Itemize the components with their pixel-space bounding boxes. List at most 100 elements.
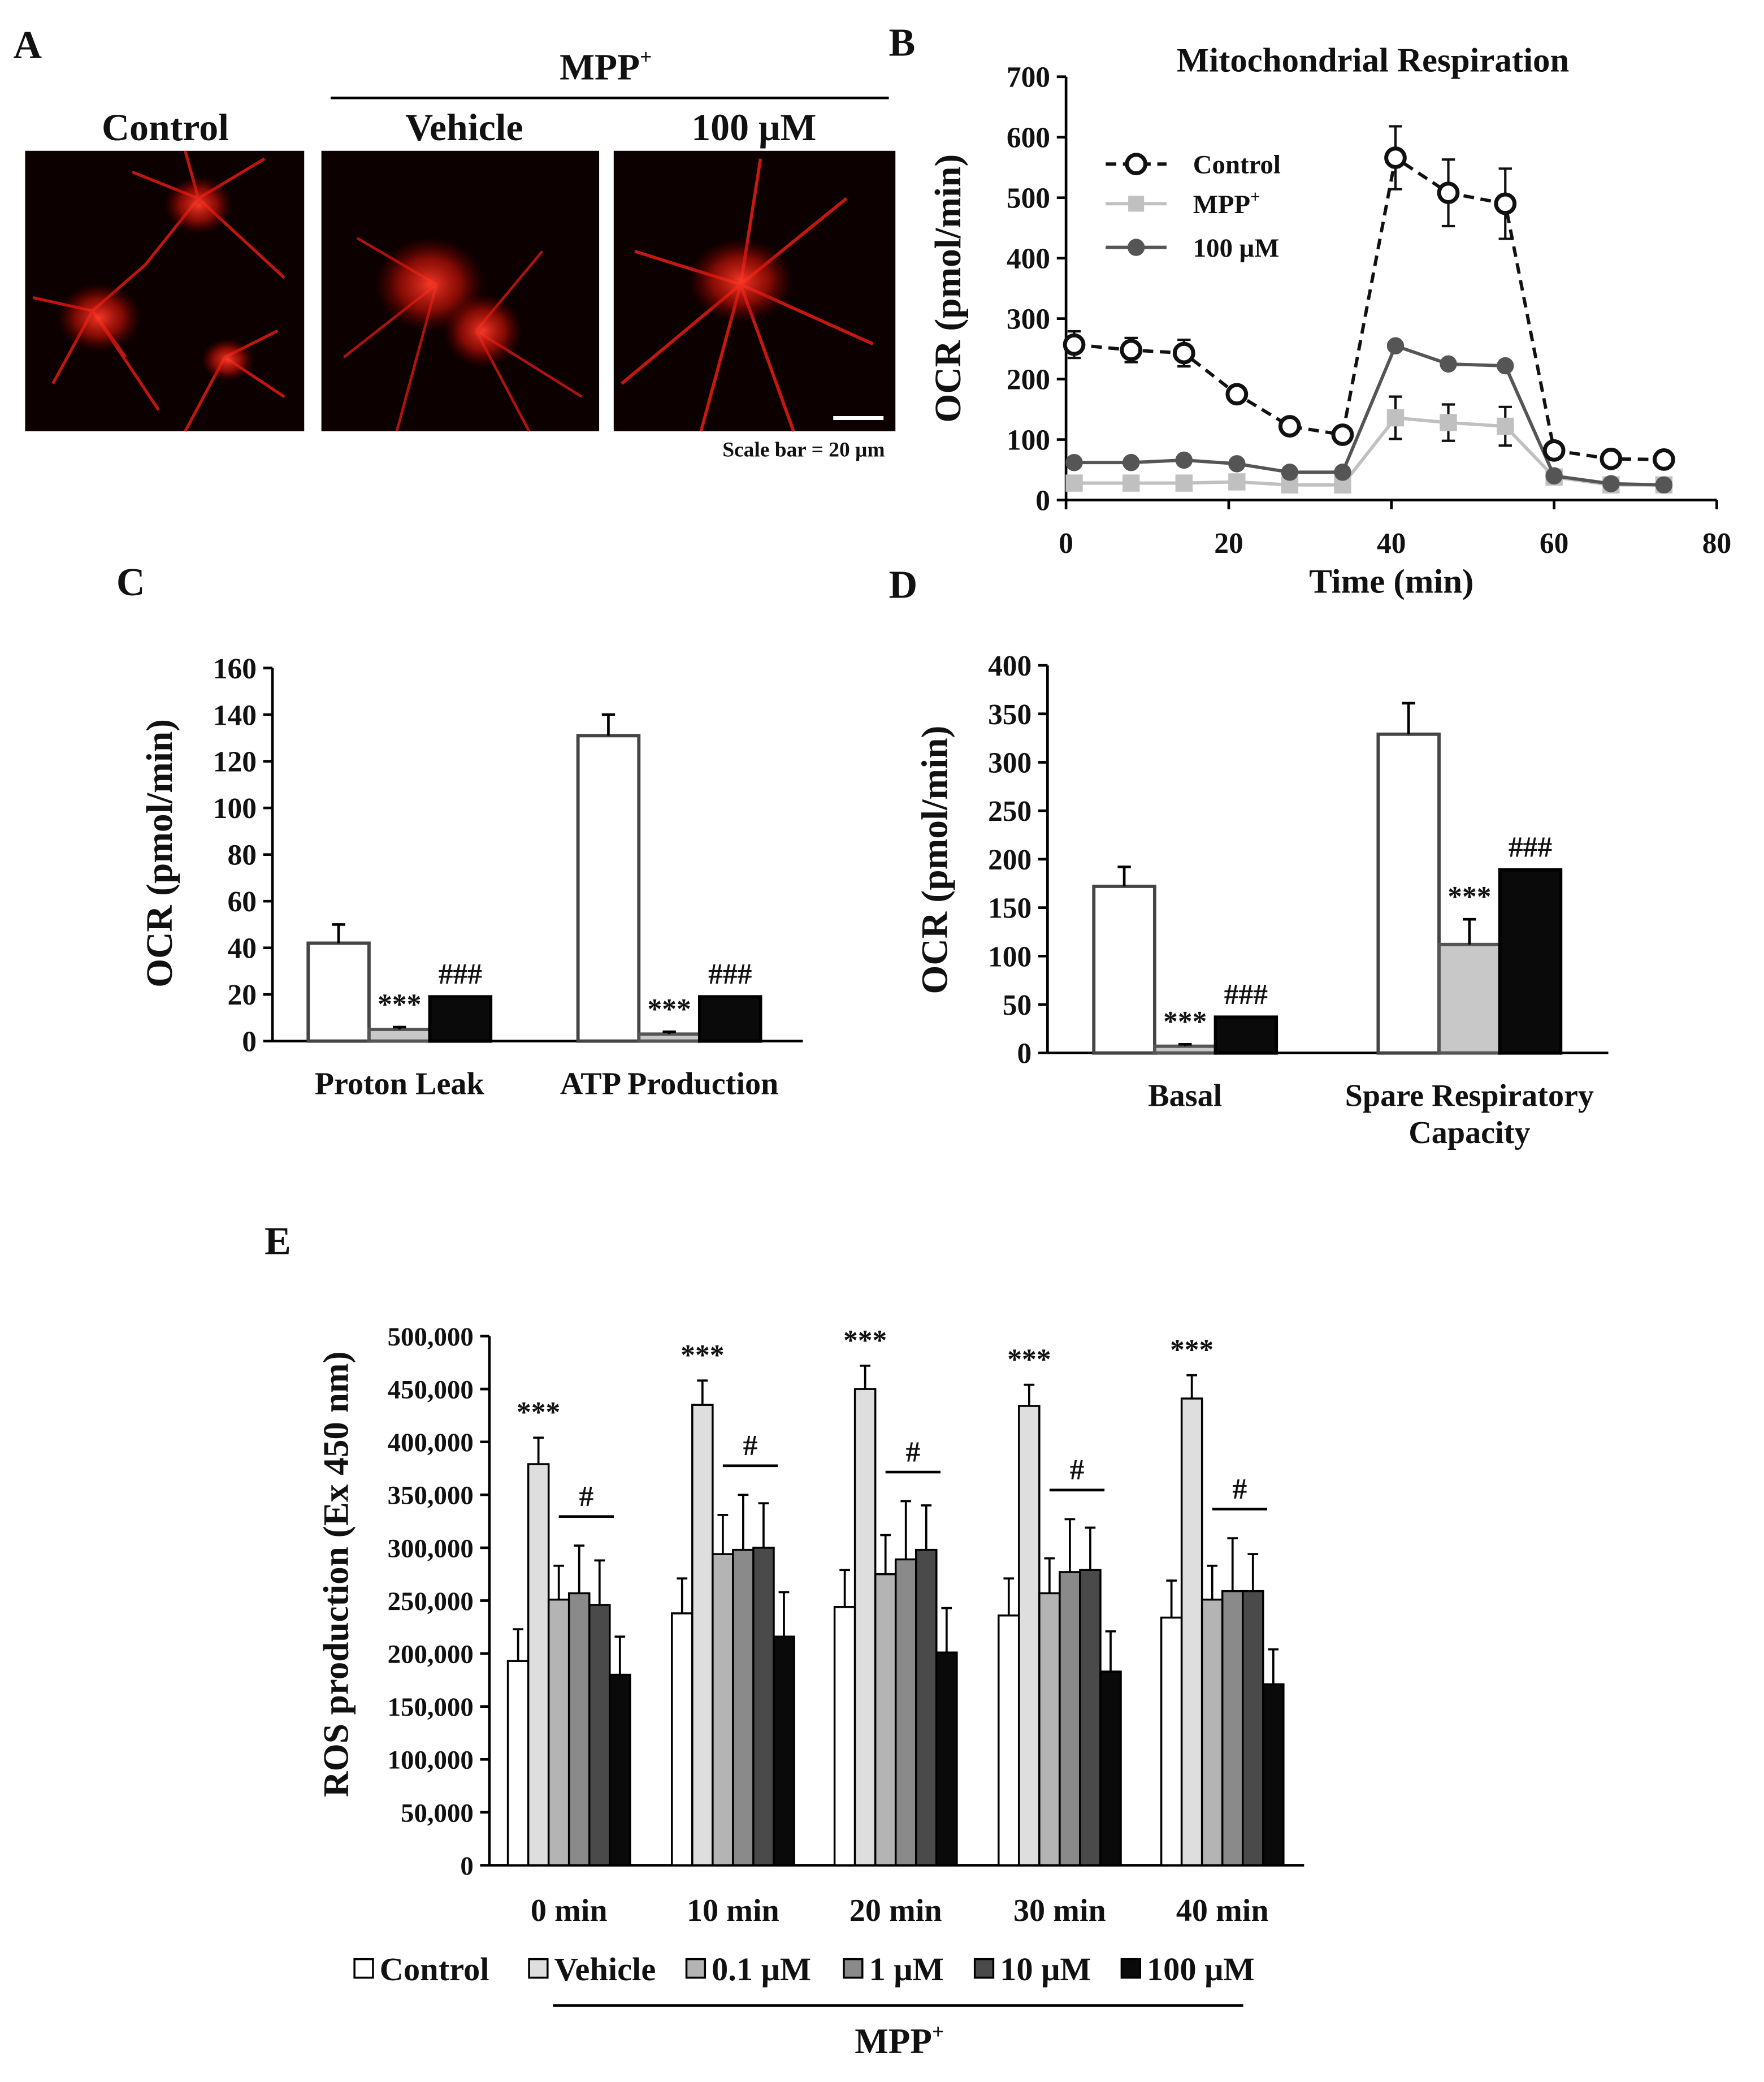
chart-e-bar-0-1-m [712,1553,734,1867]
chart-c-category-label: Proton Leak [315,1066,485,1101]
chart-b-y-tick-label: 0 [1035,485,1050,517]
panel-b: B Mitochondrial Respiration 010020030040… [889,20,1732,600]
chart-e-bar-100-m [609,1673,631,1867]
chart-c-significance-marker: ### [708,958,752,990]
chart-d-y-tick-label: 250 [988,795,1031,828]
series-line-control [1074,155,1664,461]
chart-e-y-tick-label: 350,000 [388,1481,474,1510]
chart-b-xlabel: Time (min) [1309,562,1473,600]
micrograph-control [25,150,305,432]
chart-b-y-tick-label: 700 [1007,62,1050,94]
legend-label-100-m: 100 μM [1147,1951,1255,1988]
chart-e-ylabel: ROS production (Ex 450 nm) [316,1351,356,1797]
panel-letter-c: C [116,560,145,604]
chart-e-bar-1-m [732,1548,755,1867]
micrograph-vehicle [321,150,600,432]
chart-d-y-tick-label: 100 [988,941,1031,973]
chart-e-bar-control [506,1660,530,1867]
chart-d-significance-marker: *** [1447,881,1491,913]
data-point-mpp [1440,414,1457,431]
panel-d: D 0 50 100 150 200 250 300 350 400 Basal Spare Res… [889,563,1609,1150]
chart-e-category-label: 20 min [850,1893,942,1928]
legend-marker-control [1125,153,1148,176]
chart-d-bar-treat100 [1213,1015,1278,1055]
data-point-control [1494,192,1517,215]
chart-e-plot: 0 50,000 100,000 150,000 200,000 250,000 300,0… [388,1322,1304,1928]
chart-c-significance-marker: *** [378,989,421,1021]
chart-d-y-tick-label: 0 [1017,1038,1032,1070]
legend-group-sup: + [932,2020,944,2044]
chart-d-bar-mpp [1437,942,1502,1055]
panel-letter-b: B [889,20,916,64]
legend-swatch-vehicle [528,1958,549,1979]
chart-b-y-tick-label: 400 [1007,243,1050,275]
chart-d-plot: 0 50 100 150 200 250 300 350 400 Basal Spare Respi… [988,650,1609,1150]
chart-e-bar-10-m [1079,1569,1102,1867]
legend-text-mpp: MPP [1193,190,1250,219]
chart-b-title: Mitochondrial Respiration [1177,41,1569,79]
chart-e-significance-hash: # [905,1436,920,1468]
series-line-mpp [1074,416,1664,487]
legend-marker-100um [1127,239,1145,256]
legend-text-control: Control [1193,150,1281,180]
chart-b-x-tick-label: 0 [1059,527,1073,560]
panel-letter-e: E [265,1219,291,1263]
chart-c-plot: 0 20 40 60 80 100 120 140 160 Proton Leak ATP Prod… [213,653,803,1101]
chart-e-bar-control [1160,1616,1183,1867]
chart-e-bar-10-m [752,1547,775,1867]
legend-label-control: Control [1193,150,1281,180]
data-point-control [1600,447,1623,470]
chart-e-y-tick-label: 150,000 [388,1693,474,1722]
data-point-100um [1281,464,1299,481]
chart-d-ylabel: OCR (pmol/min) [915,726,956,994]
header-vehicle: Vehicle [405,106,523,149]
chart-c-bar-control [306,941,371,1043]
chart-e-category-label: 40 min [1176,1893,1269,1928]
legend-label-0-1-m: 0.1 μM [712,1951,811,1988]
chart-e-legend: Control Vehicle 0.1 μM 1 μM 10 μM 100 μM [353,1951,1255,1988]
chart-e-y-tick-label: 0 [460,1851,473,1881]
chart-e-bar-vehicle [853,1388,877,1867]
data-point-mpp [1497,417,1514,435]
chart-c-y-tick-label: 140 [213,699,257,731]
chart-d-bar-mpp [1152,1044,1217,1055]
chart-c-y-tick-label: 160 [213,653,257,685]
chart-e-significance-stars: *** [681,1339,724,1371]
mpp-group-text: MPP [560,47,640,88]
data-point-control [1542,439,1566,462]
data-point-mpp [1228,473,1246,491]
scale-bar-label: Scale bar = 20 μm [722,438,885,461]
data-point-100um [1602,475,1620,492]
chart-d-category-label: Spare Respiratory [1345,1078,1594,1113]
chart-c-y-tick-label: 60 [228,886,257,918]
legend-swatch-1-m [843,1958,864,1979]
data-point-100um [1655,476,1673,494]
chart-e-bar-0-1-m [1038,1592,1061,1867]
data-point-control [1063,333,1086,356]
chart-c-y-tick-label: 20 [228,979,257,1011]
chart-e-bar-10-m [588,1604,611,1867]
data-point-control [1278,415,1301,438]
chart-b-plot: 0 100 200 300 400 500 600 700 0 20 40 60 80 Control MP… [1007,62,1731,560]
data-point-control [1437,181,1460,205]
data-point-100um [1228,455,1246,473]
chart-c-y-tick-label: 100 [213,793,257,825]
chart-e-category-label: 30 min [1013,1893,1106,1928]
chart-e-y-tick-label: 400,000 [388,1428,474,1457]
chart-e-bar-100-m [935,1651,958,1867]
panel-letter-d: D [889,563,918,607]
chart-e-bar-0-1-m [1200,1598,1224,1867]
chart-b-y-tick-label: 600 [1007,122,1050,154]
legend-swatch-control [353,1958,374,1979]
chart-e-bar-10-m [914,1548,938,1867]
header-control: Control [102,106,229,149]
data-point-100um [1175,451,1193,469]
chart-c-bar-mpp [637,1032,701,1043]
chart-e-bar-10-m [1242,1590,1264,1867]
chart-e-y-tick-label: 450,000 [388,1375,474,1404]
data-point-100um [1122,454,1140,471]
chart-b-x-tick-label: 20 [1214,527,1243,560]
data-point-100um [1065,454,1083,471]
legend-label-mpp: MPP+ [1193,187,1260,219]
